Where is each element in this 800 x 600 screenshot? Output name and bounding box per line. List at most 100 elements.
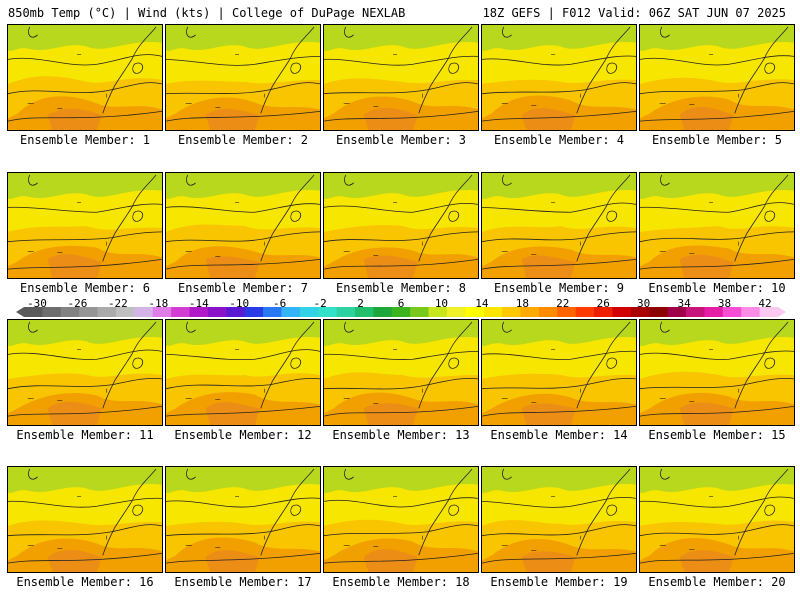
colorbar-tick-label: -10: [229, 297, 250, 310]
colorbar-segment: [410, 307, 430, 317]
ensemble-member-map: [165, 24, 321, 131]
ensemble-member-map: [639, 319, 795, 426]
colorbar-tick-label: 6: [397, 297, 405, 310]
ensemble-member-label: Ensemble Member: 10: [648, 281, 786, 295]
colorbar-segment: [299, 307, 319, 317]
ensemble-member-label: Ensemble Member: 20: [648, 575, 786, 589]
colorbar: [16, 307, 786, 317]
ensemble-member-label: Ensemble Member: 4: [493, 133, 625, 147]
colorbar-segment: [207, 307, 227, 317]
colorbar-tick-label: -2: [313, 297, 327, 310]
ensemble-member-map: [639, 172, 795, 279]
ensemble-member-map: [481, 24, 637, 131]
ensemble-member-map: [7, 24, 163, 131]
colorbar-segment: [134, 307, 154, 317]
colorbar-segment: [391, 307, 411, 317]
ensemble-member-label: Ensemble Member: 19: [490, 575, 628, 589]
colorbar-segment: [152, 307, 172, 317]
ensemble-member-label: Ensemble Member: 14: [490, 428, 628, 442]
colorbar-segment: [281, 307, 301, 317]
ensemble-member-label: Ensemble Member: 17: [174, 575, 312, 589]
colorbar-tick-label: 42: [758, 297, 772, 310]
colorbar-tick-label: 2: [357, 297, 364, 310]
colorbar-segment: [446, 307, 466, 317]
colorbar-segment: [667, 307, 687, 317]
ensemble-member-label: Ensemble Member: 5: [651, 133, 783, 147]
colorbar-segment: [483, 307, 503, 317]
colorbar-segment: [42, 307, 62, 317]
colorbar-segment: [244, 307, 264, 317]
ensemble-member-label: Ensemble Member: 15: [648, 428, 786, 442]
colorbar-segment: [263, 307, 282, 317]
colorbar-tick-label: -18: [148, 297, 169, 310]
colorbar-max-arrow: [778, 307, 786, 317]
ensemble-member-map: [165, 466, 321, 573]
ensemble-member-label: Ensemble Member: 11: [16, 428, 154, 442]
colorbar-segment: [465, 307, 485, 317]
ensemble-member-label: Ensemble Member: 6: [19, 281, 151, 295]
colorbar-segment: [594, 307, 613, 317]
run-valid-time: 18Z GEFS | F012 Valid: 06Z SAT JUN 07 20…: [482, 6, 786, 20]
ensemble-member-label: Ensemble Member: 16: [16, 575, 154, 589]
colorbar-segment: [79, 307, 99, 317]
colorbar-segment: [115, 307, 135, 317]
colorbar-segment: [226, 307, 246, 317]
colorbar-segment: [24, 307, 43, 317]
ensemble-member-map: [7, 319, 163, 426]
colorbar-segment: [171, 307, 191, 317]
colorbar-segment: [759, 307, 779, 317]
colorbar-tick-label: 26: [596, 297, 610, 310]
colorbar-segment: [502, 307, 522, 317]
ensemble-member-map: [165, 319, 321, 426]
colorbar-segment: [318, 307, 338, 317]
colorbar-tick-label: -30: [27, 297, 47, 310]
colorbar-segment: [355, 307, 374, 317]
ensemble-member-map: [481, 172, 637, 279]
ensemble-member-map: [7, 466, 163, 573]
colorbar-labels: -30 -26 -22 -18 -14 -10 -6 -2 2 6 10 14 18 22 26 30 34 38…: [0, 297, 800, 310]
ensemble-member-map: [481, 319, 637, 426]
colorbar-segment: [686, 307, 705, 317]
colorbar-segment: [373, 307, 393, 317]
colorbar-segment: [612, 307, 632, 317]
colorbar-tick-label: -22: [107, 297, 128, 310]
ensemble-member-map: [165, 172, 321, 279]
colorbar-tick-label: 18: [515, 297, 529, 310]
colorbar-segment: [97, 307, 117, 317]
colorbar-tick-label: -14: [188, 297, 209, 310]
ensemble-member-label: Ensemble Member: 8: [335, 281, 467, 295]
ensemble-member-map: [323, 319, 479, 426]
colorbar-tick-label: 38: [717, 297, 732, 310]
ensemble-member-label: Ensemble Member: 13: [332, 428, 470, 442]
colorbar-segment: [336, 307, 356, 317]
colorbar-segment: [60, 307, 80, 317]
colorbar-segment: [520, 307, 540, 317]
ensemble-member-label: Ensemble Member: 9: [493, 281, 625, 295]
colorbar-segment: [741, 307, 761, 317]
ensemble-member-label: Ensemble Member: 3: [335, 133, 467, 147]
ensemble-member-map: [323, 172, 479, 279]
colorbar-segment: [557, 307, 577, 317]
ensemble-member-label: Ensemble Member: 18: [332, 575, 470, 589]
colorbar-segment: [630, 307, 650, 317]
colorbar-segment: [189, 307, 209, 317]
colorbar-tick-label: 34: [677, 297, 691, 310]
colorbar-tick-label: 10: [434, 297, 449, 310]
colorbar-tick-label: -6: [273, 297, 287, 310]
colorbar-segment: [722, 307, 742, 317]
ensemble-member-map: [481, 466, 637, 573]
colorbar-tick-label: 30: [637, 297, 651, 310]
colorbar-tick-label: -26: [67, 297, 88, 310]
ensemble-member-map: [323, 24, 479, 131]
ensemble-member-map: [639, 466, 795, 573]
colorbar-tick-label: 14: [475, 297, 489, 310]
map-title: 850mb Temp (°C) | Wind (kts) | College o…: [8, 6, 406, 20]
colorbar-segment: [649, 307, 669, 317]
colorbar-segment: [704, 307, 724, 317]
ensemble-member-label: Ensemble Member: 12: [174, 428, 312, 442]
ensemble-member-map: [639, 24, 795, 131]
colorbar-segment: [538, 307, 558, 317]
colorbar-min-arrow: [16, 307, 24, 317]
ensemble-member-map: [7, 172, 163, 279]
colorbar-tick-label: 22: [556, 297, 570, 310]
